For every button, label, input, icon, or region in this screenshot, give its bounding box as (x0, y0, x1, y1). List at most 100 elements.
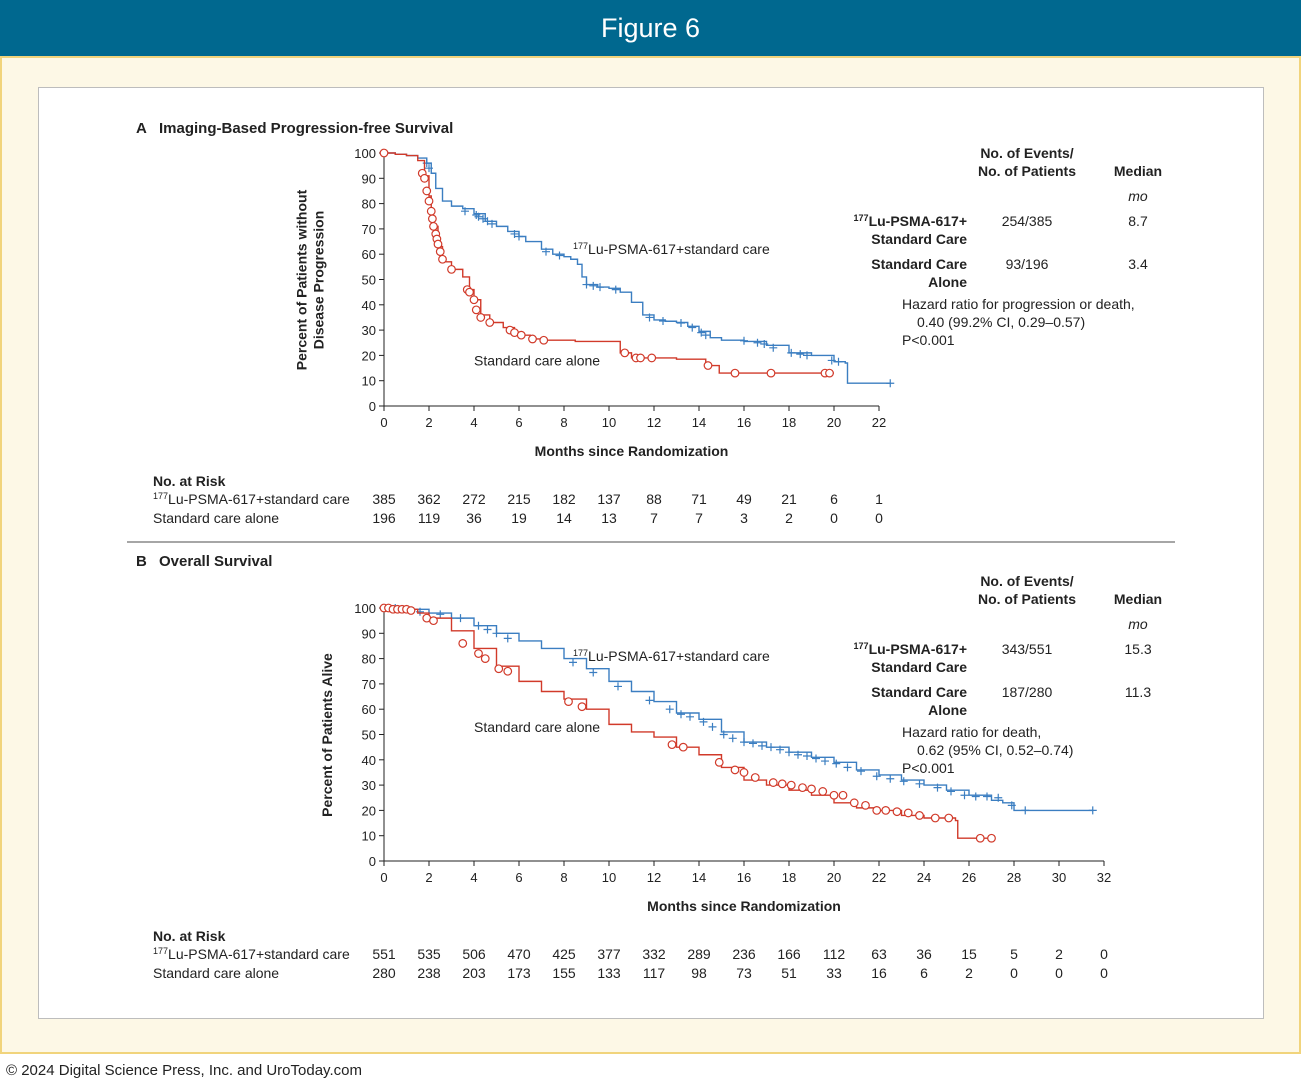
panel-b-series-1-censor-mark (798, 783, 807, 793)
panel-b-x-tick-label: 16 (737, 870, 751, 885)
panel-a-series-0-censor-mark (645, 313, 654, 322)
panel-b-series-1-censor-mark (739, 768, 749, 777)
panel-a-y-axis-label: Disease Progression (311, 211, 327, 350)
panel-a-at-risk-row-0-value: 137 (597, 491, 621, 507)
panel-b-series-1-censor-mark (838, 790, 848, 800)
panel-b-series-1-censor-mark (750, 773, 760, 782)
panel-a-series-1-censor-mark (825, 368, 834, 378)
panel-a-x-tick-label: 4 (470, 415, 477, 430)
panel-a-series-0-censor-mark (510, 229, 519, 238)
panel-b-series-0-censor-mark (589, 668, 598, 677)
panel-b-x-tick-label: 14 (692, 870, 706, 885)
panel-b-at-risk-title: No. at Risk (153, 928, 226, 944)
panel-b-y-tick-label: 40 (362, 753, 376, 768)
panel-a-series-0-censor-mark (479, 214, 487, 223)
panel-b-x-tick-label: 2 (425, 870, 432, 885)
panel-b-y-tick-label: 50 (362, 728, 376, 743)
panel-a-at-risk-row-0-value: 21 (781, 491, 797, 507)
panel-a-y-tick-label: 40 (362, 298, 376, 313)
panel-b-series-1-censor-mark (807, 784, 816, 794)
panel-b-x-tick-label: 4 (470, 870, 477, 885)
panel-b-curve-label-0: 177Lu-PSMA-617+standard care (573, 648, 770, 664)
panel-b-series-0-censor-mark (740, 738, 748, 747)
panel-a-curve-label-0: 177Lu-PSMA-617+standard care (573, 241, 770, 257)
panel-b-series-0-curve (384, 607, 1093, 812)
panel-a-at-risk-row-1-value: 119 (418, 510, 441, 526)
panel-b-at-risk-row-0-value: 470 (507, 946, 531, 962)
panel-a-legend-group-0-name: Standard Care (871, 231, 967, 247)
panel-a-y-tick-label: 0 (369, 399, 376, 414)
panel-a-at-risk-row-1-value: 2 (785, 510, 793, 526)
panel-a-series-0-censor-mark (834, 357, 843, 366)
panel-b-x-tick-label: 18 (782, 870, 796, 885)
panel-b-legend-group-1-events: 187/280 (1002, 684, 1053, 700)
panel-b-series-0-censor-mark (971, 792, 980, 801)
panel-b-at-risk-row-1-value: 155 (552, 965, 576, 981)
panel-b-series-0-censor-mark (803, 752, 811, 761)
panel-a-series-0-censor-mark (787, 348, 796, 357)
panel-a-series-0-censor-mark (701, 331, 710, 340)
panel-a-series-1-censor-mark (422, 186, 432, 196)
panel-b-at-risk-row-1-value: 117 (643, 965, 666, 981)
panel-b-series-1-censor-mark (480, 654, 490, 663)
panel-b-series-0-censor-mark (436, 610, 445, 619)
panel-b-series-0-censor-mark (1007, 801, 1016, 810)
panel-b-x-tick-label: 0 (380, 870, 387, 885)
panel-a-series-0-censor-mark (688, 323, 697, 332)
panel-a-series-1-censor-mark (424, 196, 434, 206)
panel-b-y-tick-label: 30 (362, 778, 376, 793)
panel-a-at-risk-row-1-label: Standard care alone (153, 510, 279, 526)
panel-a-legend-group-1-name: Alone (928, 274, 967, 290)
panel-b-x-tick-label: 6 (515, 870, 522, 885)
panel-a-series-0-censor-mark (425, 164, 433, 173)
panel-a-series-1-censor-mark (465, 287, 474, 297)
panel-b-legend-median-header: Median (1114, 591, 1162, 607)
panel-b-series-0-censor-mark (915, 779, 924, 788)
panel-b-y-tick-label: 60 (362, 702, 376, 717)
panel-a-y-tick-label: 20 (362, 348, 376, 363)
panel-b-series-0-censor-mark (843, 763, 852, 772)
panel-a-y-tick-label: 60 (362, 247, 376, 262)
panel-a-at-risk-row-0-value: 6 (830, 491, 838, 507)
panel-a-legend-group-1-median: 3.4 (1128, 256, 1148, 272)
panel-a-series-1-censor-mark (636, 353, 645, 363)
panel-a-legend-group-1-name: Standard Care (871, 256, 967, 272)
panel-a-series-0-censor-mark (740, 336, 748, 345)
panel-b-series-1-censor-mark (829, 790, 839, 800)
panel-a-x-tick-label: 16 (737, 415, 751, 430)
panel-b-series-0-censor-mark (749, 739, 757, 748)
panel-a-series-0-censor-mark (697, 328, 706, 337)
panel-b-series-1-censor-mark (944, 813, 954, 823)
panel-a-at-risk-row-1-value: 196 (372, 510, 396, 526)
panel-b-series-0-censor-mark (474, 621, 483, 630)
panel-a-legend-group-0-name: 177Lu-PSMA-617+ (854, 213, 967, 229)
panel-a-series-1-censor-mark (620, 348, 630, 358)
panel-b-series-0-censor-mark (1088, 806, 1097, 815)
panel-a-series-1-censor-mark (379, 148, 389, 158)
panel-a-series-1-curve (384, 152, 834, 374)
panel-a-y-axis-label: Percent of Patients without (294, 189, 310, 370)
panel-b-y-tick-label: 0 (369, 854, 376, 869)
panel-b-x-tick-label: 26 (962, 870, 976, 885)
panel-a-series-0-censor-mark (611, 285, 620, 294)
panel-b-stats-line: P<0.001 (902, 760, 955, 776)
panel-b-at-risk-row-0-value: 112 (823, 946, 846, 962)
panel-b-series-0-censor-mark (483, 625, 492, 634)
panel-a-series-0-censor-mark (659, 316, 667, 325)
panel-b-legend-group-1-name: Standard Care (871, 684, 967, 700)
panel-a-at-risk-row-0-value: 49 (736, 491, 752, 507)
panel-b-series-0-censor-mark (719, 730, 728, 739)
panel-b-at-risk-row-0-label: 177Lu-PSMA-617+standard care (153, 946, 350, 962)
panel-a-legend-events-header: No. of Events/ (980, 145, 1073, 161)
panel-b-legend-group-0-name: Standard Care (871, 659, 967, 675)
panel-b-stats-line: 0.62 (95% CI, 0.52–0.74) (917, 742, 1073, 758)
panel-b-series-0-censor-mark (708, 722, 717, 731)
panel-a-series-0-censor-mark (827, 356, 836, 365)
panel-b-series-1-censor-mark (406, 606, 416, 615)
panel-a-series-1-censor-mark (730, 368, 740, 378)
panel-a-at-risk-row-1-value: 7 (650, 510, 658, 526)
copyright-text: © 2024 Digital Science Press, Inc. and U… (6, 1062, 362, 1079)
panel-b-y-tick-label: 80 (362, 652, 376, 667)
panel-b-series-0-censor-mark (1021, 806, 1030, 815)
panel-a-title: Imaging-Based Progression-free Survival (159, 120, 453, 137)
